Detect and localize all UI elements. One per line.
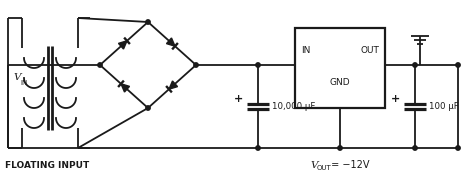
Text: GND: GND (330, 78, 350, 87)
Text: V: V (310, 161, 318, 170)
Circle shape (456, 146, 460, 150)
Circle shape (413, 146, 417, 150)
Circle shape (256, 63, 260, 67)
Circle shape (256, 146, 260, 150)
Text: IN: IN (20, 80, 27, 86)
Circle shape (413, 63, 417, 67)
Polygon shape (121, 84, 129, 92)
Bar (295, 28, 385, 108)
Text: 10,000 μF: 10,000 μF (272, 102, 315, 111)
Circle shape (98, 63, 102, 67)
Circle shape (456, 63, 460, 67)
Circle shape (194, 63, 198, 67)
Circle shape (146, 20, 150, 24)
Circle shape (146, 106, 150, 110)
Polygon shape (166, 38, 175, 46)
Polygon shape (119, 41, 127, 49)
Polygon shape (169, 81, 178, 89)
Text: FLOATING INPUT: FLOATING INPUT (5, 161, 89, 170)
Text: 100 μF: 100 μF (429, 102, 459, 111)
Text: +: + (391, 95, 400, 104)
Circle shape (338, 146, 342, 150)
Text: OUT: OUT (317, 165, 332, 171)
Text: IN: IN (301, 46, 310, 55)
Text: +: + (234, 95, 243, 104)
Text: OUT: OUT (360, 46, 379, 55)
Text: V: V (13, 73, 21, 82)
Text: = −12V: = −12V (328, 160, 370, 170)
